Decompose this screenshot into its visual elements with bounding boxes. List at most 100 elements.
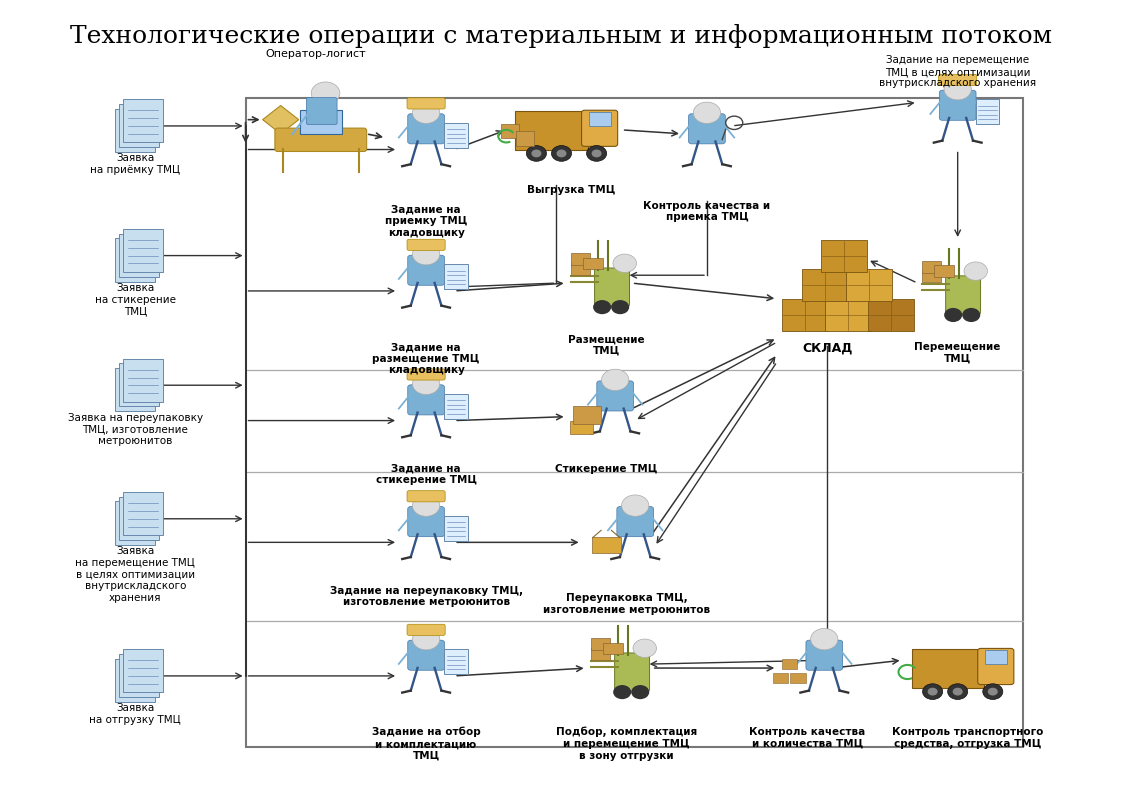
Circle shape [964, 262, 987, 280]
Text: СКЛАД: СКЛАД [802, 342, 852, 355]
FancyBboxPatch shape [868, 299, 914, 331]
FancyBboxPatch shape [124, 99, 163, 142]
FancyBboxPatch shape [407, 624, 445, 635]
Text: Технологические операции с материальным и информационным потоком: Технологические операции с материальным … [71, 24, 1052, 48]
FancyBboxPatch shape [444, 394, 468, 419]
Circle shape [586, 145, 606, 161]
FancyBboxPatch shape [444, 122, 468, 148]
FancyBboxPatch shape [939, 75, 977, 86]
FancyBboxPatch shape [408, 640, 445, 670]
FancyBboxPatch shape [275, 128, 367, 152]
FancyBboxPatch shape [782, 299, 829, 331]
FancyBboxPatch shape [978, 649, 1014, 684]
Text: Оператор-логист: Оператор-логист [265, 49, 366, 60]
Circle shape [412, 495, 440, 516]
Text: Задание на
приемку ТМЦ
кладовщику: Задание на приемку ТМЦ кладовщику [385, 205, 467, 237]
FancyBboxPatch shape [591, 648, 611, 660]
Text: Задание на переупаковку ТМЦ,
изготовление метроюнитов: Задание на переупаковку ТМЦ, изготовлени… [329, 585, 522, 607]
Circle shape [621, 495, 649, 516]
FancyBboxPatch shape [407, 98, 445, 109]
Text: Размещение
ТМЦ: Размещение ТМЦ [568, 334, 645, 356]
Text: Заявка
на перемещение ТМЦ
в целях оптимизации
внутрискладского
хранения: Заявка на перемещение ТМЦ в целях оптими… [75, 546, 195, 603]
Circle shape [412, 629, 440, 649]
Text: Задание на
стикерение ТМЦ: Задание на стикерение ТМЦ [375, 464, 476, 485]
Circle shape [952, 688, 962, 696]
FancyBboxPatch shape [116, 368, 155, 411]
FancyBboxPatch shape [821, 241, 867, 272]
FancyBboxPatch shape [825, 299, 871, 331]
FancyBboxPatch shape [407, 239, 445, 250]
Circle shape [592, 149, 602, 157]
Circle shape [412, 102, 440, 124]
FancyBboxPatch shape [444, 649, 468, 674]
Text: Переупаковка ТМЦ,
изготовление метроюнитов: Переупаковка ТМЦ, изготовление метроюнит… [544, 593, 710, 615]
Circle shape [633, 639, 657, 657]
FancyBboxPatch shape [976, 99, 999, 125]
Text: Задание на перемещение
ТМЦ в целях оптимизации
внутрискладского хранения: Задание на перемещение ТМЦ в целях оптим… [879, 56, 1037, 88]
FancyBboxPatch shape [124, 649, 163, 692]
FancyBboxPatch shape [444, 515, 468, 541]
Circle shape [923, 684, 942, 700]
FancyBboxPatch shape [939, 91, 976, 120]
FancyBboxPatch shape [583, 257, 603, 269]
FancyBboxPatch shape [119, 654, 159, 697]
Circle shape [613, 685, 631, 700]
FancyBboxPatch shape [570, 253, 591, 264]
FancyBboxPatch shape [773, 673, 788, 683]
Text: Выгрузка ТМЦ: Выгрузка ТМЦ [528, 185, 615, 195]
Circle shape [311, 82, 340, 104]
FancyBboxPatch shape [596, 381, 633, 411]
FancyBboxPatch shape [594, 268, 630, 306]
Circle shape [602, 369, 629, 391]
FancyBboxPatch shape [569, 421, 593, 434]
FancyBboxPatch shape [307, 98, 337, 125]
Circle shape [693, 102, 721, 124]
Circle shape [811, 629, 838, 649]
FancyBboxPatch shape [119, 233, 159, 277]
Text: Заявка
на приёмку ТМЦ: Заявка на приёмку ТМЦ [90, 153, 180, 175]
FancyBboxPatch shape [515, 111, 587, 150]
FancyBboxPatch shape [116, 502, 155, 545]
Circle shape [613, 254, 637, 272]
FancyBboxPatch shape [408, 255, 445, 285]
FancyBboxPatch shape [791, 673, 805, 683]
Circle shape [412, 244, 440, 265]
Circle shape [928, 688, 938, 696]
FancyBboxPatch shape [501, 124, 519, 137]
FancyBboxPatch shape [300, 110, 341, 134]
FancyBboxPatch shape [444, 264, 468, 290]
FancyBboxPatch shape [985, 650, 1007, 664]
FancyBboxPatch shape [603, 642, 623, 654]
FancyBboxPatch shape [116, 109, 155, 152]
Circle shape [631, 685, 649, 700]
FancyBboxPatch shape [802, 269, 848, 301]
Text: Заявка
на стикерение
ТМЦ: Заявка на стикерение ТМЦ [94, 283, 175, 316]
FancyBboxPatch shape [588, 112, 611, 126]
Text: Контроль качества
и количества ТМЦ: Контроль качества и количества ТМЦ [749, 727, 866, 749]
FancyBboxPatch shape [517, 132, 535, 145]
FancyBboxPatch shape [408, 507, 445, 537]
Text: Задание на
размещение ТМЦ
кладовщику: Задание на размещение ТМЦ кладовщику [373, 342, 480, 376]
FancyBboxPatch shape [573, 406, 601, 424]
Circle shape [983, 684, 1003, 700]
FancyBboxPatch shape [124, 492, 163, 535]
FancyBboxPatch shape [922, 261, 941, 272]
Polygon shape [263, 106, 299, 134]
Text: Задание на отбор
и комплектацию
ТМЦ: Задание на отбор и комплектацию ТМЦ [372, 727, 481, 761]
FancyBboxPatch shape [592, 537, 621, 553]
Circle shape [944, 79, 971, 100]
FancyBboxPatch shape [119, 104, 159, 147]
Circle shape [557, 149, 566, 157]
Text: Перемещение
ТМЦ: Перемещение ТМЦ [914, 342, 1001, 364]
FancyBboxPatch shape [922, 271, 941, 283]
FancyBboxPatch shape [806, 640, 842, 670]
FancyBboxPatch shape [408, 385, 445, 415]
Circle shape [988, 688, 998, 696]
Circle shape [611, 300, 629, 314]
FancyBboxPatch shape [617, 507, 654, 537]
FancyBboxPatch shape [407, 491, 445, 502]
FancyBboxPatch shape [846, 269, 893, 301]
FancyBboxPatch shape [912, 649, 984, 688]
FancyBboxPatch shape [946, 276, 980, 314]
FancyBboxPatch shape [124, 359, 163, 402]
